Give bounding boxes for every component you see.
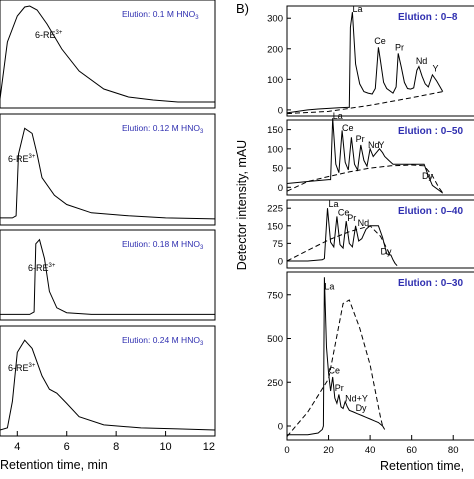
panel-b-y-axis-title: Detector intensity, mAU	[235, 140, 249, 270]
elution-label: Elution: 0.24 M HNO3	[122, 335, 204, 347]
y-tick-label: 100	[267, 75, 283, 86]
peak-label: La	[333, 111, 343, 121]
peak-label: Pr	[347, 213, 356, 223]
x-tick-label: 10	[159, 441, 171, 453]
y-tick-label: 50	[272, 164, 283, 175]
panel-a-subplot-3: Elution: 0.18 M HNO3 6-RE3+	[0, 229, 216, 321]
subplot-frame	[286, 271, 474, 441]
x-tick-label: 8	[113, 441, 119, 453]
panel-b-x-axis-title: Retention time,	[380, 459, 464, 473]
gradient-line	[286, 225, 392, 262]
gradient-line	[286, 164, 444, 194]
x-tick-label: 4	[14, 441, 20, 453]
x-tick-label: 60	[406, 445, 417, 456]
peak-label: Nd+Y	[345, 394, 368, 404]
peak-label: Ce	[374, 36, 386, 46]
gradient-line	[286, 299, 384, 437]
y-tick-label: 0	[278, 105, 283, 116]
subplot-frame	[286, 119, 474, 196]
peak-label: Ce	[338, 208, 350, 218]
elution-label: Elution : 0–40	[398, 206, 463, 217]
x-tick-label: 6	[64, 441, 70, 453]
subplot-frame	[0, 229, 216, 321]
series-line	[286, 12, 444, 114]
y-tick-label: 225	[267, 204, 283, 215]
subplot-frame	[0, 113, 216, 226]
peak-label: Nd	[368, 140, 380, 150]
x-tick-label: 40	[365, 445, 376, 456]
x-tick-label: 20	[323, 445, 334, 456]
subplot-frame	[0, 0, 216, 109]
peak-label: 6-RE3+	[35, 30, 63, 40]
elution-label: Elution : 0–8	[398, 12, 458, 23]
subplot-frame	[0, 325, 216, 437]
peak-label: La	[352, 4, 362, 14]
y-tick-label: 75	[272, 239, 283, 250]
peak-label: 6-RE3+	[8, 363, 36, 373]
panel-b-subplot-1: 0 100 200 300 La Ce Pr Nd Y Elution : 0–8	[267, 4, 474, 117]
panel-a-subplot-2: Elution: 0.12 M HNO3 6-RE3+	[0, 113, 216, 226]
subplot-frame	[286, 199, 474, 269]
peak-label: Pr	[395, 42, 404, 52]
x-tick-label: 80	[448, 445, 459, 456]
y-tick-label: 200	[267, 44, 283, 55]
peak-label: 6-RE3+	[8, 154, 36, 164]
y-tick-label: 300	[267, 14, 283, 25]
peak-label: Pr	[335, 383, 344, 393]
peak-label: Pr	[356, 134, 365, 144]
series-line	[0, 127, 216, 220]
series-line	[287, 208, 398, 267]
elution-label: Elution: 0.18 M HNO3	[122, 239, 204, 251]
y-tick-label: 0	[278, 183, 283, 194]
gradient-line	[286, 91, 443, 115]
peak-label: La	[324, 282, 334, 292]
peak-label: Ce	[342, 123, 354, 133]
y-tick-label: 0	[278, 422, 283, 433]
panel-b-label: B)	[236, 1, 249, 16]
panel-a-subplot-1: Elution: 0.1 M HNO3 6-RE3+	[0, 0, 216, 109]
y-tick-label: 0	[278, 256, 283, 267]
series-line	[0, 238, 215, 315]
peak-label: Dy	[356, 403, 367, 413]
y-tick-label: 150	[267, 221, 283, 232]
y-tick-label: 500	[267, 334, 283, 345]
elution-label: Elution : 0–30	[398, 278, 463, 289]
y-tick-label: 100	[267, 144, 283, 155]
panel-a-x-axis-title: Retention time, min	[0, 458, 108, 472]
x-tick-label: 12	[203, 441, 215, 453]
series-line	[286, 118, 444, 194]
elution-label: Elution: 0.12 M HNO3	[122, 123, 204, 135]
series-line	[0, 339, 216, 431]
peak-label: 6-RE3+	[28, 263, 56, 273]
y-tick-label: 250	[267, 378, 283, 389]
peak-label: Dy	[422, 171, 433, 181]
peak-label: Nd	[358, 218, 370, 228]
peak-label: Ce	[329, 366, 341, 376]
series-line	[0, 5, 215, 103]
elution-label: Elution : 0–50	[398, 126, 463, 137]
series-line	[287, 277, 386, 436]
panel-a-subplot-4: Elution: 0.24 M HNO3 6-RE3+	[0, 325, 216, 437]
subplot-frame	[286, 5, 474, 117]
elution-label: Elution: 0.1 M HNO3	[122, 9, 199, 21]
peak-label: Y	[432, 64, 438, 74]
x-tick-label: 0	[284, 445, 289, 456]
y-tick-label: 750	[267, 290, 283, 301]
peak-label: La	[329, 199, 339, 209]
peak-label: Y	[378, 140, 384, 150]
peak-label: Dy	[381, 247, 392, 257]
peak-label: Nd	[416, 56, 428, 66]
y-tick-label: 150	[267, 125, 283, 136]
